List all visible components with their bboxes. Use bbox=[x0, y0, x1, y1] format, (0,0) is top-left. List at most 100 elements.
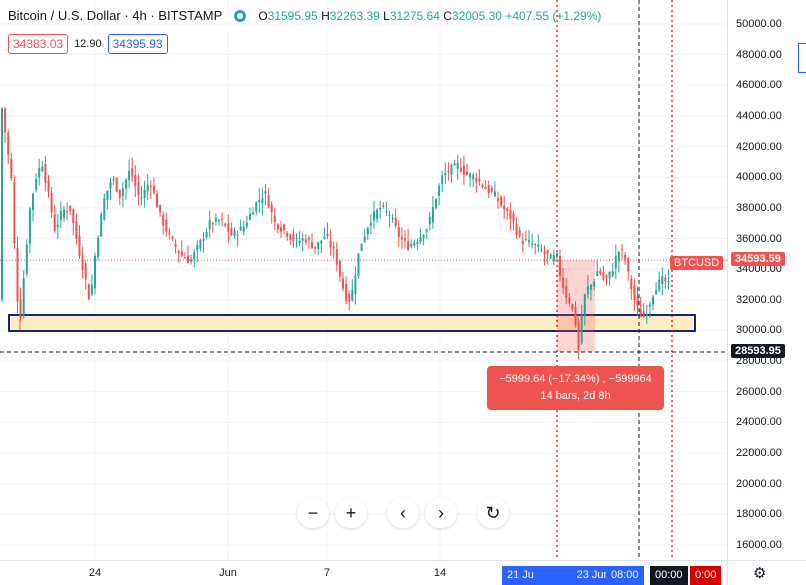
candle-body bbox=[543, 251, 546, 254]
candle-body bbox=[211, 223, 214, 225]
candle-body bbox=[137, 182, 140, 195]
candle-body bbox=[75, 220, 78, 239]
candle-body bbox=[435, 199, 437, 209]
candle-body bbox=[376, 209, 379, 219]
candle-body bbox=[267, 195, 270, 208]
candle-body bbox=[165, 219, 168, 232]
candle-body bbox=[143, 189, 146, 199]
price-axis[interactable]: 50000.00 48000.00 46000.00 44000.00 42000.00… bbox=[727, 0, 806, 560]
candle-body bbox=[94, 255, 96, 289]
high-value: 32263.39 bbox=[329, 8, 380, 23]
candle-body bbox=[177, 250, 180, 254]
candle-body bbox=[289, 234, 292, 240]
price-tick-label: 50000.00 bbox=[736, 18, 782, 30]
candle-body bbox=[447, 171, 450, 173]
candle-body bbox=[218, 219, 220, 221]
time-tick-label: 7 bbox=[323, 567, 331, 579]
candle-body bbox=[596, 271, 599, 277]
candle-body bbox=[555, 253, 558, 256]
chart-canvas[interactable] bbox=[0, 0, 727, 560]
candle-body bbox=[400, 237, 403, 240]
candle-body bbox=[66, 210, 69, 212]
candle-body bbox=[642, 311, 645, 318]
candle-body bbox=[190, 259, 193, 262]
candle-body bbox=[1, 108, 3, 300]
buy-button[interactable]: 34395.93 bbox=[107, 34, 168, 54]
candle-body bbox=[47, 180, 50, 192]
candle-body bbox=[518, 230, 521, 237]
candle-body bbox=[552, 255, 555, 262]
session-time-label: 00:00 bbox=[650, 566, 688, 585]
candle-body bbox=[500, 196, 503, 206]
candle-body bbox=[466, 171, 468, 175]
candle-body bbox=[648, 304, 651, 307]
candle-body bbox=[121, 188, 124, 197]
candle-body bbox=[608, 271, 611, 279]
candle-body bbox=[599, 270, 602, 274]
symbol-badge: BTCUSD bbox=[670, 256, 724, 270]
support-zone-rect bbox=[8, 314, 696, 332]
change-value: +407.55 (+1.29%) bbox=[505, 8, 602, 23]
candle-body bbox=[509, 210, 512, 219]
candle-body bbox=[38, 168, 41, 178]
sell-button[interactable]: 34383.03 bbox=[8, 34, 69, 54]
crosshair-time-label: 08:00 bbox=[606, 566, 644, 585]
zoom-out-button[interactable]: − bbox=[297, 498, 329, 528]
candle-body bbox=[69, 205, 72, 211]
candle-body bbox=[63, 209, 65, 218]
candle-body bbox=[4, 108, 7, 133]
candle-body bbox=[540, 249, 543, 251]
candle-body bbox=[577, 322, 580, 348]
candle-body bbox=[472, 175, 475, 180]
candle-body bbox=[329, 240, 332, 248]
candle-body bbox=[574, 306, 577, 326]
candle-body bbox=[357, 253, 360, 277]
candle-body bbox=[342, 278, 344, 289]
candle-body bbox=[369, 222, 372, 226]
price-tick-label: 24000.00 bbox=[736, 416, 782, 429]
candle-body bbox=[462, 165, 465, 175]
candle-body bbox=[32, 193, 34, 211]
candle-body bbox=[239, 226, 242, 231]
candle-body bbox=[559, 256, 561, 276]
side-panel-toggle[interactable] bbox=[798, 43, 806, 73]
candle-body bbox=[44, 164, 47, 184]
candle-body bbox=[521, 240, 524, 244]
chart-plot-area[interactable]: Bitcoin / U.S. Dollar · 4h · BITSTAMP O 3… bbox=[0, 0, 727, 560]
candle-body bbox=[90, 284, 93, 295]
candle-body bbox=[270, 204, 273, 213]
scroll-left-button[interactable]: ‹ bbox=[387, 498, 419, 528]
candle-body bbox=[506, 208, 509, 212]
candle-body bbox=[487, 185, 490, 194]
candle-body bbox=[453, 162, 456, 166]
crosshair-price-label: 28593.95 bbox=[731, 344, 785, 358]
candle-body bbox=[221, 218, 224, 221]
candle-body bbox=[233, 230, 236, 236]
candle-body bbox=[35, 179, 38, 190]
measure-change: −5999.64 (−17.34%) , −599964 bbox=[499, 373, 652, 385]
candle-body bbox=[53, 214, 56, 232]
candle-body bbox=[131, 168, 134, 177]
reset-chart-button[interactable]: ↻ bbox=[477, 498, 509, 528]
scroll-right-button[interactable]: › bbox=[425, 498, 457, 528]
candle-body bbox=[497, 198, 499, 201]
candle-body bbox=[636, 296, 639, 307]
candle-body bbox=[193, 251, 196, 260]
candle-body bbox=[583, 294, 586, 315]
candle-body bbox=[100, 213, 103, 237]
candle-body bbox=[245, 222, 248, 227]
candle-body bbox=[366, 227, 369, 235]
time-tick-label: 14 bbox=[433, 567, 447, 579]
candle-body bbox=[13, 182, 16, 244]
candle-body bbox=[106, 190, 109, 201]
zoom-in-button[interactable]: + bbox=[335, 498, 367, 528]
candle-body bbox=[227, 223, 230, 232]
candle-body bbox=[50, 192, 53, 213]
candle-body bbox=[224, 223, 227, 226]
open-label: O bbox=[258, 8, 268, 23]
symbol-title[interactable]: Bitcoin / U.S. Dollar · 4h · BITSTAMP bbox=[8, 8, 223, 23]
gear-icon[interactable]: ⚙ bbox=[753, 565, 767, 582]
candle-body bbox=[205, 231, 208, 238]
candle-body bbox=[261, 198, 264, 204]
candle-body bbox=[22, 278, 25, 316]
